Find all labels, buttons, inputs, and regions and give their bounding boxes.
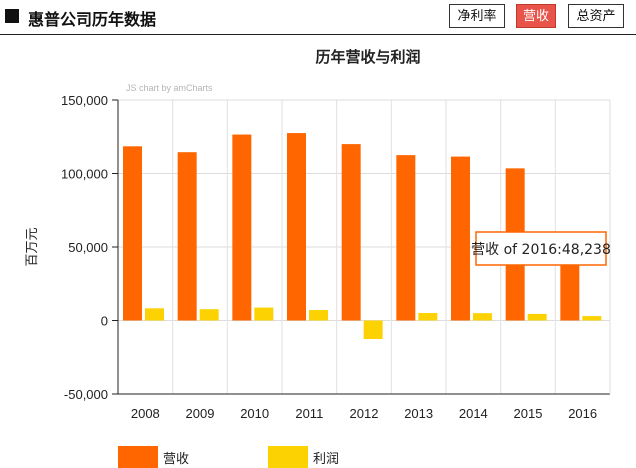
bar-revenue-2011[interactable] — [287, 133, 306, 321]
header: 惠普公司历年数据 净利率 营收 总资产 — [0, 0, 636, 35]
header-square-icon — [5, 9, 19, 23]
bar-revenue-2014[interactable] — [451, 156, 470, 321]
x-axis-ticks: 2008 2009 2010 2011 2012 2013 2014 2015 2016 — [131, 406, 597, 421]
bar-revenue-2016[interactable] — [560, 249, 580, 321]
chart-title: 历年营收与利润 — [315, 48, 420, 66]
tab-revenue[interactable]: 营收 — [516, 4, 556, 28]
x-tick-label: 2016 — [568, 406, 597, 421]
bar-profit-2015[interactable] — [527, 313, 547, 321]
page-title: 惠普公司历年数据 — [28, 10, 157, 29]
y-axis-ticks: 150,000 100,000 50,000 0 -50,000 — [61, 93, 108, 402]
tab-total-assets[interactable]: 总资产 — [568, 4, 624, 28]
bars — [123, 133, 602, 340]
tooltip-series: 营收 — [471, 242, 503, 258]
revenue-profit-chart: 历年营收与利润 JS chart by amCharts 150,000 100,… — [25, 48, 611, 468]
bar-revenue-2009[interactable] — [177, 152, 197, 321]
legend-label-profit[interactable]: 利润 — [313, 452, 339, 467]
legend-label-revenue[interactable]: 营收 — [163, 452, 189, 467]
x-tick-label: 2012 — [350, 406, 379, 421]
amcharts-credit[interactable]: JS chart by amCharts — [126, 83, 213, 93]
bar-profit-2013[interactable] — [418, 313, 438, 321]
legend-swatch-revenue[interactable] — [118, 446, 158, 468]
x-tick-label: 2014 — [459, 406, 488, 421]
x-tick-label: 2013 — [404, 406, 433, 421]
y-tick-label: -50,000 — [64, 387, 108, 402]
bar-profit-2012[interactable] — [363, 320, 383, 340]
y-tick-label: 100,000 — [61, 167, 108, 182]
bar-revenue-2012[interactable] — [341, 144, 361, 321]
tooltip: 营收 of 2016:48,238 — [471, 231, 611, 266]
bar-profit-2008[interactable] — [145, 308, 164, 321]
bar-profit-2009[interactable] — [199, 309, 219, 321]
x-tick-label: 2011 — [295, 406, 323, 421]
x-tick-label: 2010 — [240, 406, 269, 421]
bar-revenue-2010[interactable] — [232, 134, 252, 321]
y-axis-label: 百万元 — [25, 227, 40, 266]
bar-profit-2010[interactable] — [254, 307, 274, 321]
bar-profit-2011[interactable] — [309, 310, 328, 321]
tooltip-category: 2016 — [522, 242, 558, 258]
bar-profit-2016[interactable] — [582, 316, 602, 321]
y-tick-label: 0 — [101, 314, 108, 329]
tooltip-connector: of — [504, 242, 522, 258]
bar-revenue-2008[interactable] — [123, 146, 142, 321]
bar-profit-2014[interactable] — [473, 313, 492, 321]
tooltip-box — [475, 231, 607, 266]
tooltip-value: :48,238 — [557, 242, 611, 258]
legend-swatch-profit[interactable] — [268, 446, 308, 468]
x-tick-label: 2009 — [186, 406, 215, 421]
y-tick-label: 50,000 — [68, 240, 108, 255]
x-tick-label: 2008 — [131, 406, 160, 421]
x-tick-label: 2015 — [514, 406, 543, 421]
tab-net-margin[interactable]: 净利率 — [449, 4, 505, 28]
legend: 营收 利润 — [118, 446, 339, 468]
tooltip-text: 营收 of 2016:48,238 — [471, 242, 611, 258]
y-tick-label: 150,000 — [61, 93, 108, 108]
bar-revenue-2013[interactable] — [396, 155, 416, 321]
